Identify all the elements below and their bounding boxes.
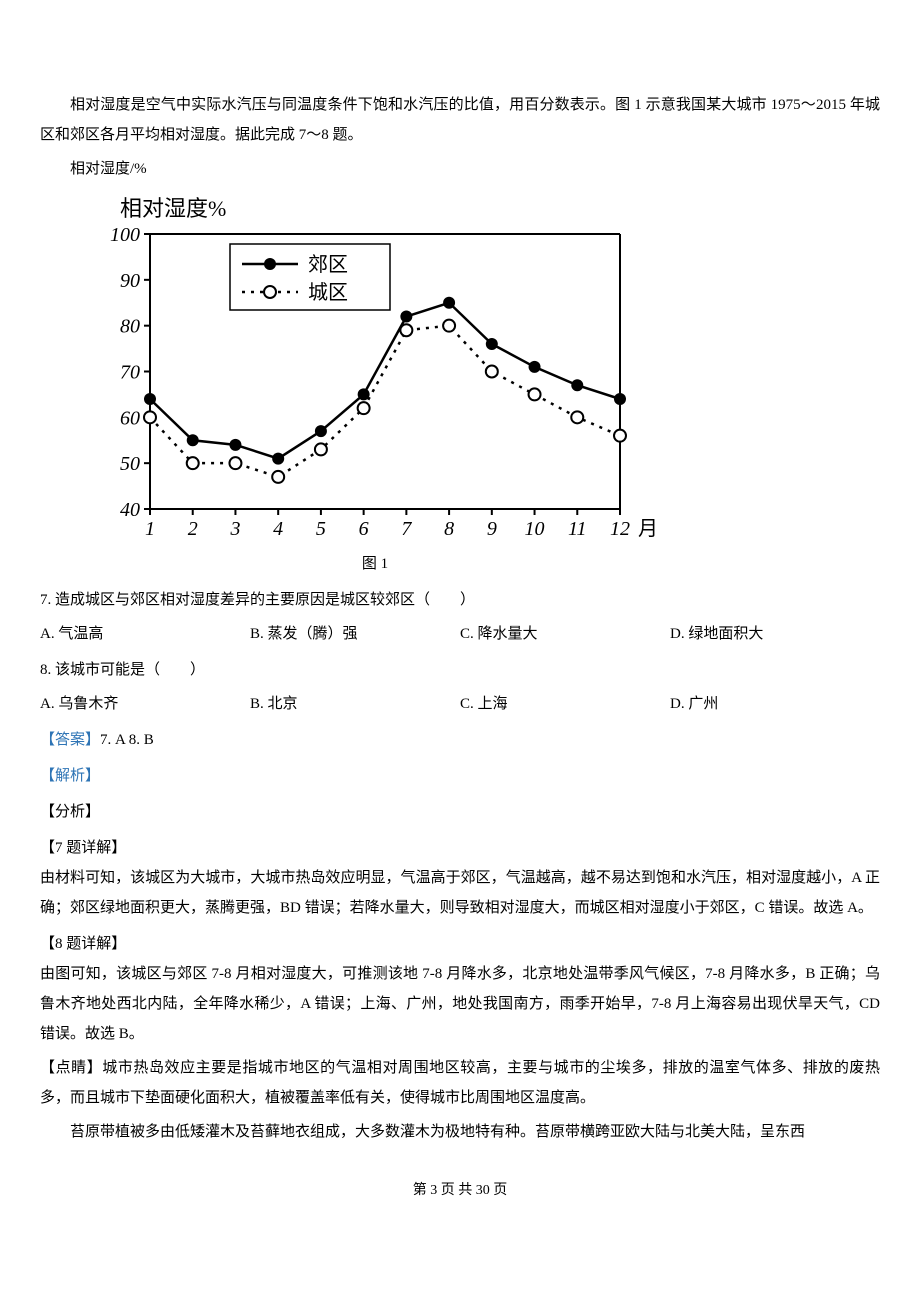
svg-text:8: 8 (444, 518, 454, 539)
svg-text:郊区: 郊区 (308, 253, 348, 276)
svg-text:100: 100 (110, 224, 140, 246)
question-7-options: A. 气温高 B. 蒸发（腾）强 C. 降水量大 D. 绿地面积大 (40, 619, 880, 649)
q8-opt-d: D. 广州 (670, 689, 880, 719)
answer-label: 【答案】 (40, 732, 100, 748)
q8-detail-label: 【8 题详解】 (40, 929, 880, 959)
q7-detail: 由材料可知，该城区为大城市，大城市热岛效应明显，气温高于郊区，气温越高，越不易达… (40, 863, 880, 923)
dianjing-paragraph: 【点睛】城市热岛效应主要是指城市地区的气温相对周围地区较高，主要与城市的尘埃多，… (40, 1053, 880, 1113)
fenxi-label: 【分析】 (40, 797, 880, 827)
question-7: 7. 造成城区与郊区相对湿度差异的主要原因是城区较郊区（ ） (40, 585, 880, 615)
svg-text:11: 11 (568, 518, 587, 539)
next-topic-paragraph: 苔原带植被多由低矮灌木及苔藓地衣组成，大多数灌木为极地特有种。苔原带横跨亚欧大陆… (40, 1117, 880, 1147)
answer-line: 【答案】7. A 8. B (40, 725, 880, 755)
svg-text:40: 40 (120, 499, 140, 521)
q7-opt-d: D. 绿地面积大 (670, 619, 880, 649)
svg-text:4: 4 (273, 518, 283, 539)
svg-text:月: 月 (638, 518, 658, 539)
q7-detail-label: 【7 题详解】 (40, 833, 880, 863)
svg-text:7: 7 (401, 518, 412, 539)
svg-text:1: 1 (145, 518, 155, 539)
q7-opt-a: A. 气温高 (40, 619, 250, 649)
q7-opt-b: B. 蒸发（腾）强 (250, 619, 460, 649)
q8-opt-b: B. 北京 (250, 689, 460, 719)
dianjing-label: 【点睛】 (40, 1060, 102, 1076)
svg-text:5: 5 (316, 518, 326, 539)
svg-text:城区: 城区 (308, 281, 348, 304)
intro-paragraph: 相对湿度是空气中实际水汽压与同温度条件下饱和水汽压的比值，用百分数表示。图 1 … (40, 90, 880, 150)
svg-text:70: 70 (120, 362, 140, 384)
svg-text:3: 3 (229, 518, 240, 539)
q8-opt-c: C. 上海 (460, 689, 670, 719)
svg-text:2: 2 (188, 518, 198, 539)
jiexi-label: 【解析】 (40, 761, 880, 791)
svg-text:6: 6 (359, 518, 369, 539)
svg-text:90: 90 (120, 270, 140, 292)
svg-text:9: 9 (487, 518, 497, 539)
dianjing-text: 城市热岛效应主要是指城市地区的气温相对周围地区较高，主要与城市的尘埃多，排放的温… (40, 1060, 880, 1106)
figure-label: 图 1 (80, 549, 670, 579)
page-footer: 第 3 页 共 30 页 (40, 1177, 880, 1205)
svg-text:60: 60 (120, 407, 140, 429)
humidity-chart: 相对湿度%405060708090100123456789101112月郊区城区 (80, 194, 880, 539)
question-8: 8. 该城市可能是（ ） (40, 655, 880, 685)
q8-detail: 由图可知，该城区与郊区 7-8 月相对湿度大，可推测该地 7-8 月降水多，北京… (40, 959, 880, 1049)
svg-text:80: 80 (120, 316, 140, 338)
q7-opt-c: C. 降水量大 (460, 619, 670, 649)
answer-text: 7. A 8. B (100, 732, 154, 748)
humidity-caption: 相对湿度/% (70, 154, 880, 184)
svg-text:相对湿度%: 相对湿度% (120, 196, 226, 221)
svg-text:10: 10 (525, 518, 545, 539)
svg-text:12: 12 (610, 518, 630, 539)
question-8-options: A. 乌鲁木齐 B. 北京 C. 上海 D. 广州 (40, 689, 880, 719)
svg-text:50: 50 (120, 453, 140, 475)
q8-opt-a: A. 乌鲁木齐 (40, 689, 250, 719)
